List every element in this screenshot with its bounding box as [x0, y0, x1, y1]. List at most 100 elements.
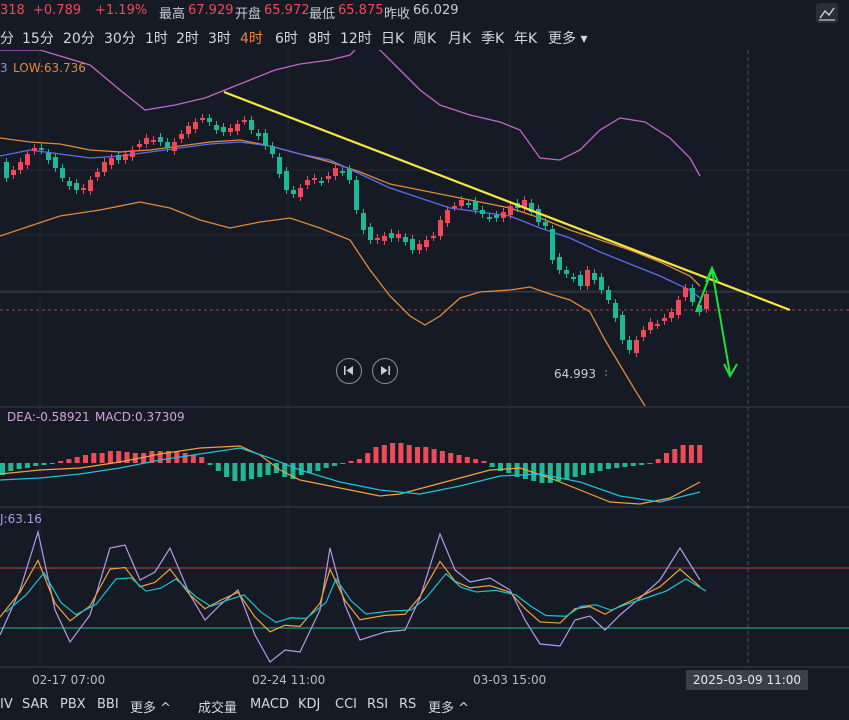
macd-bar	[672, 449, 678, 463]
candle-body	[655, 324, 660, 326]
macd-bar	[166, 451, 171, 463]
candle-body	[242, 120, 247, 122]
tab-period-11[interactable]: 日K	[381, 31, 405, 47]
candle-body	[123, 154, 128, 160]
candle-body	[109, 158, 114, 165]
candle-body	[144, 138, 149, 144]
main-legend-partial: 3	[0, 61, 8, 75]
tab-period-9[interactable]: 8时	[308, 31, 331, 47]
tab-period-16[interactable]: 更多 ▾	[548, 31, 588, 47]
crosshair-time-label: 2025-03-09 11:00	[693, 673, 801, 687]
candle-body	[438, 220, 443, 236]
indicator-left-1[interactable]: SAR	[22, 697, 49, 712]
macd-bar	[74, 457, 80, 463]
main-legend-low: LOW:63.736	[13, 61, 86, 75]
macd-bar	[49, 463, 55, 464]
tab-period-1[interactable]: 15分	[22, 31, 54, 47]
macd-bar	[107, 451, 113, 463]
indicator-left-3[interactable]: BBI	[97, 697, 119, 712]
candle-body	[11, 170, 16, 175]
scroll-left-button[interactable]	[336, 358, 362, 384]
indicator-left-4[interactable]: 更多 ^	[130, 701, 172, 716]
scroll-right-button[interactable]	[372, 358, 398, 384]
macd-bar	[116, 451, 122, 463]
tab-period-5[interactable]: 2时	[176, 31, 199, 47]
candle-body	[557, 257, 562, 270]
dea-line	[0, 445, 701, 505]
candle-body	[431, 236, 436, 238]
indicator-left-2[interactable]: PBX	[60, 697, 86, 712]
candle-body	[466, 203, 471, 205]
macd-bar	[215, 463, 221, 471]
candle-body	[606, 290, 611, 300]
macd-bar	[24, 463, 30, 468]
candle-body	[494, 215, 499, 218]
candle-body	[18, 162, 23, 170]
candle-body	[186, 126, 191, 134]
candle-body	[550, 229, 555, 260]
macd-bar	[232, 463, 238, 481]
candle-body	[333, 168, 338, 176]
candle-body	[564, 270, 569, 274]
tab-period-7[interactable]: 4时	[240, 31, 263, 47]
tab-period-2[interactable]: 20分	[63, 31, 95, 47]
open-label: 开盘	[235, 7, 262, 22]
indicator-right-3[interactable]: CCI	[335, 697, 357, 712]
candle-body	[39, 148, 44, 150]
indicator-right-2[interactable]: KDJ	[298, 697, 321, 712]
macd-bar	[99, 453, 105, 463]
candle-body	[571, 277, 576, 279]
price-chart[interactable]: 3 LOW:63.736 DEA:-0.58921 MACD:0.37309 J:63.…	[0, 50, 849, 694]
drawing-tool-icon[interactable]	[816, 3, 838, 23]
tab-period-10[interactable]: 12时	[340, 31, 372, 47]
high-label: 最高	[159, 7, 186, 22]
candle-body	[46, 153, 51, 160]
candle-body	[690, 288, 695, 302]
macd-bar	[141, 453, 147, 463]
indicator-bar: IV SAR PBX BBI 更多 ^ 成交量 MACD KDJ CCI RSI RS 更多 ^	[0, 694, 849, 718]
tab-period-4[interactable]: 1时	[145, 31, 168, 47]
candle-body	[214, 125, 219, 130]
macd-bar	[315, 463, 321, 471]
macd-bar	[581, 463, 586, 475]
candle-body	[81, 188, 86, 190]
candle-body	[508, 206, 513, 215]
macd-bar	[157, 451, 163, 463]
indicator-right-5[interactable]: RS	[399, 697, 417, 712]
tab-period-15[interactable]: 年K	[514, 31, 538, 47]
tab-period-0[interactable]: 分	[0, 31, 14, 47]
macd-bar	[356, 459, 362, 463]
x-tick-2: 02-24 11:00	[252, 673, 325, 687]
tab-period-8[interactable]: 6时	[275, 31, 298, 47]
tab-period-6[interactable]: 3时	[208, 31, 231, 47]
candle-body	[396, 234, 401, 238]
tab-period-3[interactable]: 30分	[104, 31, 136, 47]
candle-body	[676, 300, 681, 315]
macd-bar	[132, 453, 138, 463]
indicator-right-4[interactable]: RSI	[367, 697, 389, 712]
indicator-left-0[interactable]: IV	[0, 697, 13, 712]
quote-bar: 318 +0.789 +1.19% 最高 67.929 开盘 65.972 最低…	[0, 0, 849, 22]
candle-body	[284, 171, 289, 190]
indicator-right-1[interactable]: MACD	[250, 697, 289, 712]
macd-bar	[249, 463, 254, 479]
macd-bar	[190, 455, 196, 463]
candle-body	[53, 157, 58, 168]
macd-bar	[431, 449, 437, 463]
tab-period-14[interactable]: 季K	[481, 31, 505, 47]
macd-bar	[415, 447, 420, 463]
indicator-right-6[interactable]: 更多 ^	[428, 701, 470, 716]
macd-bar	[448, 453, 454, 463]
tab-period-13[interactable]: 月K	[448, 31, 472, 47]
kdj-legend-j: J:63.16	[0, 512, 42, 526]
candle-body	[578, 275, 583, 286]
macd-bar	[282, 463, 288, 477]
macd-bar	[224, 463, 230, 477]
macd-bar	[688, 445, 694, 463]
candle-body	[683, 288, 688, 297]
candle-body	[445, 210, 450, 223]
tab-period-12[interactable]: 周K	[413, 31, 437, 47]
indicator-right-0[interactable]: 成交量	[198, 701, 238, 716]
macd-bar	[439, 451, 445, 463]
candle-body	[340, 171, 345, 173]
